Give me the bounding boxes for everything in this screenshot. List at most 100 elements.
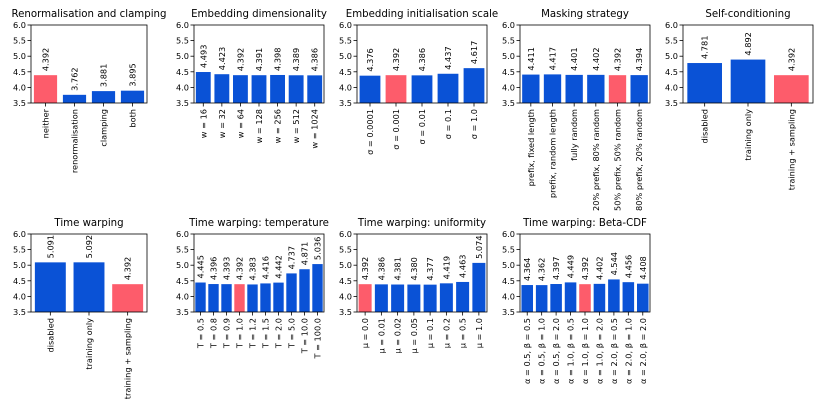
bar	[208, 284, 219, 312]
x-tick-label: μ = 0.05	[409, 318, 419, 354]
y-tick-label: 4.0	[502, 82, 515, 92]
y-tick-label: 6.0	[176, 229, 189, 239]
x-tick-label: w = 512	[291, 109, 301, 143]
data-label: 3.881	[99, 64, 109, 87]
data-label: 3.762	[70, 67, 80, 90]
y-tick-label: 5.5	[339, 245, 352, 255]
y-tick-label: 4.0	[502, 291, 515, 301]
bar	[73, 262, 105, 312]
bar	[214, 74, 230, 103]
x-tick-label: T = 1.0	[235, 318, 245, 349]
y-tick-label: 6.0	[502, 20, 515, 30]
x-tick-label: α = 0.5, β = 0.5	[522, 318, 532, 384]
y-tick-label: 6.0	[665, 20, 678, 30]
chart-title: Time warping: temperature	[188, 218, 329, 229]
bar	[221, 284, 232, 312]
data-label: 4.392	[123, 257, 133, 280]
x-tick-label: disabled	[700, 109, 710, 143]
x-tick-label: T = 1.5	[261, 318, 271, 349]
bar	[374, 284, 388, 312]
data-label: 5.036	[313, 237, 323, 260]
chart-title: Embedding dimensionality	[191, 9, 327, 20]
chart-panel: 4.493 4.423 4.392 4.391 4.398 4.389 4.386 3.5 4.…	[176, 9, 327, 149]
bar	[437, 73, 459, 103]
x-tick-label: α = 2.0, β = 1.0	[623, 318, 633, 384]
bar	[587, 74, 605, 103]
data-label: 4.493	[198, 45, 208, 68]
bar	[593, 283, 606, 312]
x-tick-label: σ = 0.0001	[365, 109, 375, 155]
bar	[91, 91, 116, 103]
x-tick-label: T = 10.0	[300, 318, 310, 354]
y-tick-label: 6.0	[13, 229, 26, 239]
bar	[565, 74, 583, 103]
bar	[62, 94, 87, 103]
x-tick-label: 20% prefix, 80% random	[591, 109, 601, 211]
bar	[564, 282, 577, 312]
data-label: 4.411	[526, 47, 536, 70]
y-tick-label: 4.5	[13, 67, 26, 77]
y-tick-label: 4.0	[13, 291, 26, 301]
y-tick-label: 4.5	[13, 276, 26, 286]
chart-panel: 4.781 4.892 4.392 3.5 4.0 4.5 5.0 5.5 6.0 disable…	[665, 9, 814, 190]
x-tick-label: w = 256	[273, 109, 283, 143]
x-tick-label: α = 0.5, β = 2.0	[551, 318, 561, 384]
x-tick-label: μ = 0.0	[360, 318, 370, 348]
data-label: 4.781	[700, 36, 710, 59]
y-tick-label: 3.5	[176, 98, 189, 108]
x-tick-label: T = 1.2	[248, 318, 258, 349]
data-label: 4.392	[235, 48, 245, 71]
data-label: 4.362	[537, 258, 547, 281]
x-tick-label: μ = 0.02	[393, 318, 403, 354]
x-tick-label: α = 1.0, β = 2.0	[594, 318, 604, 384]
y-tick-label: 5.5	[502, 36, 515, 46]
x-tick-label: prefix, fixed length	[526, 109, 536, 186]
chart-title: Time warping: uniformity	[357, 218, 486, 229]
x-tick-label: w = 128	[254, 109, 264, 143]
y-tick-label: 3.5	[13, 307, 26, 317]
data-label: 4.737	[287, 246, 297, 269]
data-label: 4.381	[393, 257, 403, 280]
x-tick-label: T = 0.5	[196, 318, 206, 349]
data-label: 4.392	[391, 48, 401, 71]
bar	[439, 283, 453, 312]
y-tick-label: 5.0	[13, 51, 26, 61]
data-label: 4.392	[235, 257, 245, 280]
x-tick-label: fully random	[569, 109, 579, 161]
axes-frame	[519, 24, 651, 104]
data-label: 4.376	[365, 48, 375, 71]
chart-title: Time warping: Beta-CDF	[522, 218, 647, 229]
bar	[774, 75, 809, 103]
data-label: 4.380	[409, 257, 419, 280]
y-tick-label: 5.5	[665, 36, 678, 46]
chart-panel: 5.091 5.092 4.392 3.5 4.0 4.5 5.0 5.5 6.0 disable…	[13, 218, 148, 399]
x-tick-label: T = 2.0	[274, 318, 284, 349]
bar	[312, 264, 323, 312]
y-tick-label: 6.0	[339, 229, 352, 239]
data-label: 5.092	[84, 235, 94, 258]
data-label: 4.398	[273, 48, 283, 71]
x-tick-label: training + sampling	[123, 318, 133, 399]
bar	[521, 285, 533, 312]
bar	[423, 284, 437, 312]
data-label: 4.394	[634, 48, 644, 71]
x-tick-label: σ = 1.0	[469, 109, 479, 139]
axes-frame	[193, 233, 325, 313]
y-tick-label: 4.5	[339, 67, 352, 77]
y-tick-label: 4.0	[339, 82, 352, 92]
data-label: 4.892	[743, 32, 753, 55]
y-tick-label: 4.0	[339, 291, 352, 301]
y-tick-label: 5.0	[665, 51, 678, 61]
data-label: 4.392	[360, 257, 370, 280]
axes-frame	[356, 233, 488, 313]
chart-title: Renormalisation and clamping	[12, 9, 167, 20]
bar	[472, 262, 486, 312]
chart-panel: 4.392 3.762 3.881 3.895 3.5 4.0 4.5 5.0 5.5 6.0 ne…	[12, 9, 167, 173]
chart-panel: 4.376 4.392 4.386 4.437 4.617 3.5 4.0 4.5 5.0 5.5…	[339, 9, 498, 155]
data-label: 4.386	[376, 257, 386, 280]
data-label: 4.397	[551, 257, 561, 280]
chart-title: Masking strategy	[541, 9, 629, 20]
data-label: 4.408	[638, 256, 648, 279]
x-tick-label: T = 0.8	[209, 318, 219, 349]
data-label: 4.392	[613, 48, 623, 71]
